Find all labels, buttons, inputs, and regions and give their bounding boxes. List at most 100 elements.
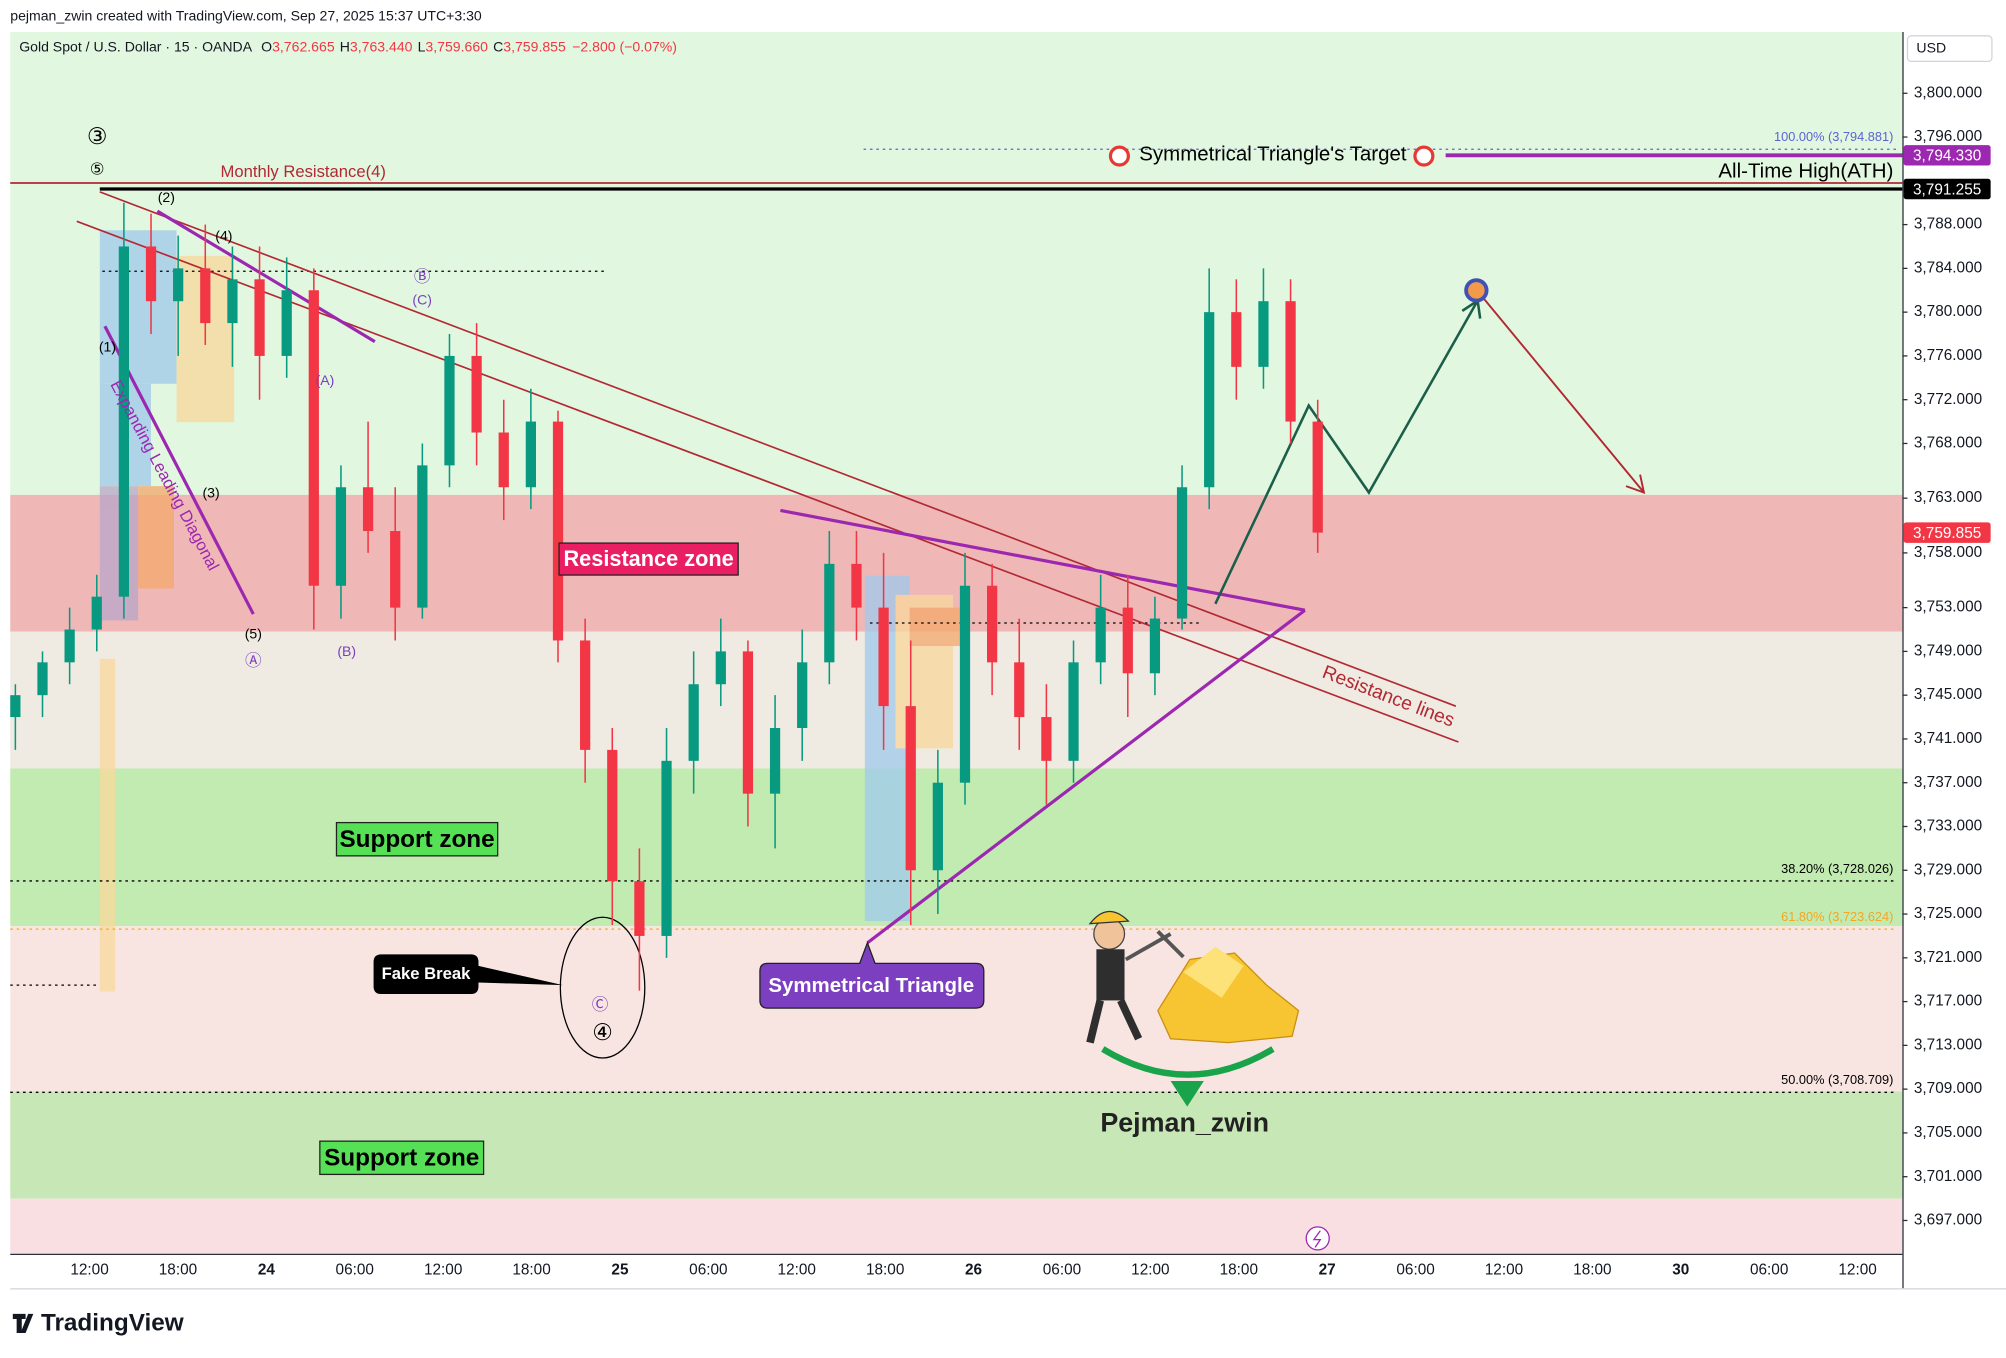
triangle-label: Symmetrical Triangle	[768, 974, 974, 997]
candle-body	[471, 355, 482, 433]
candle-body	[118, 246, 130, 597]
candle-body	[824, 563, 835, 663]
wave-label: (4)	[215, 227, 232, 243]
x-tick-label: 12:00	[70, 1261, 108, 1278]
wave-label: (1)	[99, 339, 116, 355]
candle-body	[335, 487, 347, 586]
zone-label: Support zone	[324, 1144, 479, 1171]
candle-body	[173, 268, 184, 302]
fib-label: 100.00% (3,794.881)	[1774, 129, 1893, 144]
candle-body	[607, 749, 618, 882]
y-tick-label: 3,784.000	[1914, 259, 1982, 276]
y-tick-label: 3,776.000	[1914, 347, 1982, 364]
currency-button[interactable]	[1906, 35, 1993, 63]
brand-logo	[12, 1313, 34, 1334]
brand: TradingView	[12, 1310, 184, 1337]
band	[10, 926, 1903, 1092]
x-tick-label: 18:00	[1220, 1261, 1258, 1278]
y-tick-label: 3,800.000	[1914, 84, 1982, 101]
event-icon	[1312, 1230, 1322, 1248]
triangle-line	[780, 508, 1306, 612]
x-tick-label: 12:00	[1131, 1261, 1169, 1278]
background-bands	[10, 31, 1903, 1254]
candle-body	[1204, 312, 1215, 488]
zone	[10, 768, 1903, 927]
y-tick-label: 3,772.000	[1914, 391, 1982, 408]
zone-label-box	[558, 542, 739, 576]
ohlc-key: O	[261, 38, 272, 54]
wave-label: ③	[87, 123, 108, 149]
drawings	[10, 145, 1646, 1251]
candle-body	[444, 355, 455, 466]
wave-label: ④	[592, 1019, 613, 1045]
x-tick-label: 18:00	[866, 1261, 904, 1278]
price-badge-label: 3,794.330	[1913, 148, 1981, 165]
candle-body	[1041, 717, 1052, 761]
y-tick-label: 3,701.000	[1914, 1168, 1982, 1185]
band	[10, 31, 1903, 496]
candle-body	[851, 563, 862, 608]
ohlc-change: −2.800 (−0.07%)	[572, 38, 677, 54]
candle-body	[10, 695, 21, 718]
y-tick-label: 3,741.000	[1914, 730, 1982, 747]
wave-label: (2)	[158, 189, 175, 205]
y-tick-label: 3,697.000	[1914, 1212, 1982, 1229]
y-tick-label: 3,737.000	[1914, 774, 1982, 791]
wave-label: Ⓐ	[245, 651, 262, 670]
candle-body	[1095, 607, 1106, 663]
x-tick-label: 18:00	[512, 1261, 550, 1278]
y-tick-label: 3,745.000	[1914, 686, 1982, 703]
target-marker	[1464, 278, 1489, 303]
smile-arc	[1170, 1081, 1204, 1107]
pickaxe	[1124, 929, 1185, 962]
candle-body	[959, 585, 971, 783]
x-tick-label: 26	[965, 1261, 982, 1278]
candle-body	[227, 279, 238, 324]
candle-body	[417, 465, 428, 608]
ohlc-value: 3,763.440	[350, 38, 413, 54]
candle-body	[797, 662, 808, 729]
wave-label: (3)	[203, 485, 220, 501]
candle-body	[905, 706, 916, 871]
profile-bar	[99, 658, 116, 992]
y-tick-label: 3,709.000	[1914, 1080, 1982, 1097]
ohlc-key: C	[493, 38, 503, 54]
y-tick-label: 3,763.000	[1914, 489, 1982, 506]
candle-body	[308, 290, 319, 586]
candle-body	[254, 279, 265, 356]
x-tick-label: 18:00	[159, 1261, 197, 1278]
wave-label: ⑤	[90, 160, 105, 179]
price-line-label: Symmetrical Triangle's Target	[1139, 143, 1407, 166]
miner-legs	[1086, 998, 1143, 1044]
candle-body	[37, 662, 48, 696]
callout	[373, 954, 563, 995]
candle-body	[1312, 421, 1323, 533]
x-tick-label: 12:00	[1838, 1261, 1876, 1278]
y-tick-label: 3,758.000	[1914, 544, 1982, 561]
diagonal-line	[103, 325, 255, 615]
callout	[759, 941, 985, 1009]
y-tick-label: 3,780.000	[1914, 303, 1982, 320]
miner-art	[1086, 910, 1300, 1107]
x-tick-label: 12:00	[424, 1261, 462, 1278]
x-tick-label: 06:00	[336, 1261, 374, 1278]
target-icon	[1108, 145, 1130, 167]
x-tick-label: 27	[1319, 1261, 1336, 1278]
top-bar: pejman_zwin created with TradingView.com…	[10, 7, 482, 23]
price-axis-bg	[1903, 0, 2006, 1289]
target-icon	[1413, 145, 1435, 167]
y-tick-label: 3,768.000	[1914, 435, 1982, 452]
zone-label-box	[335, 821, 499, 857]
candle-body	[91, 596, 102, 630]
miner-helmet	[1088, 910, 1130, 925]
y-tick-label: 3,717.000	[1914, 993, 1982, 1010]
price-badge	[1903, 178, 1991, 200]
x-tick-label: 06:00	[1396, 1261, 1434, 1278]
price-line-label: Monthly Resistance(4)	[221, 162, 386, 181]
y-tick-label: 3,796.000	[1914, 128, 1982, 145]
x-tick-label: 24	[258, 1261, 276, 1278]
projection-path	[1479, 293, 1645, 494]
y-tick-label: 3,705.000	[1914, 1124, 1982, 1141]
